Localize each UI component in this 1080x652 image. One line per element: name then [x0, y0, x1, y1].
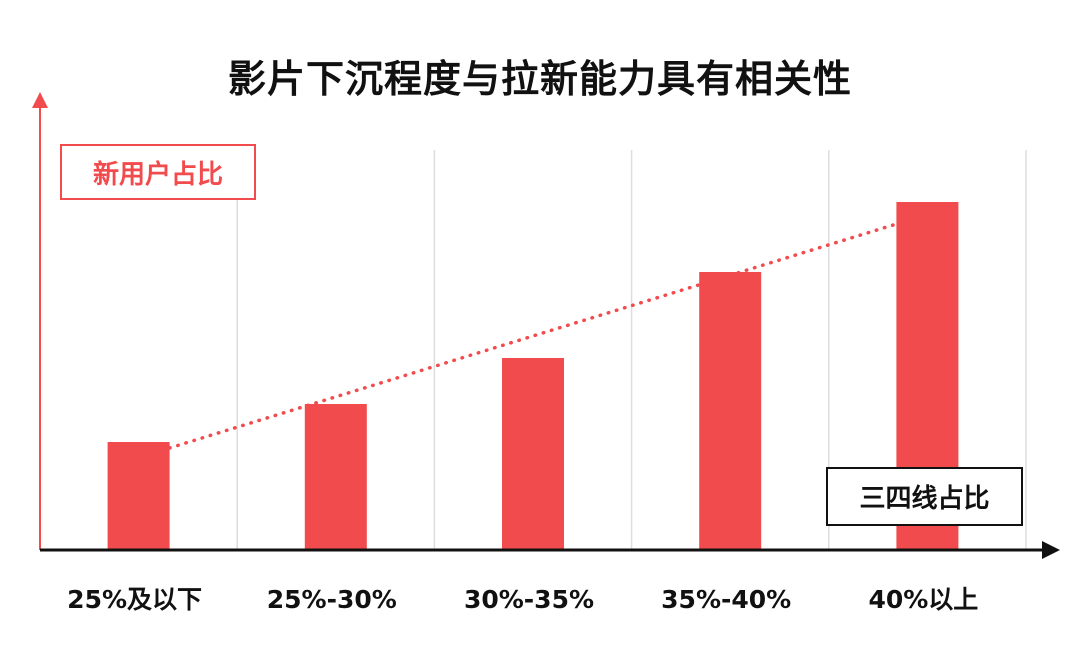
bar [304, 404, 367, 550]
chart-title: 影片下沉程度与拉新能力具有相关性 [227, 57, 852, 101]
x-axis-arrow [1042, 541, 1060, 559]
x-tick-label: 25%及以下 [67, 585, 202, 614]
trend-line [167, 222, 899, 450]
y-axis-arrow [32, 92, 48, 108]
y-axis-label: 新用户占比 [60, 144, 256, 200]
bar [502, 358, 564, 550]
x-tick-label: 35%-40% [661, 585, 791, 614]
bar [107, 442, 170, 550]
bar [699, 272, 762, 550]
x-tick-label: 40%以上 [868, 585, 978, 614]
x-tick-label: 25%-30% [267, 585, 397, 614]
x-axis-label: 三四线占比 [826, 467, 1023, 526]
x-tick-label: 30%-35% [464, 585, 594, 614]
